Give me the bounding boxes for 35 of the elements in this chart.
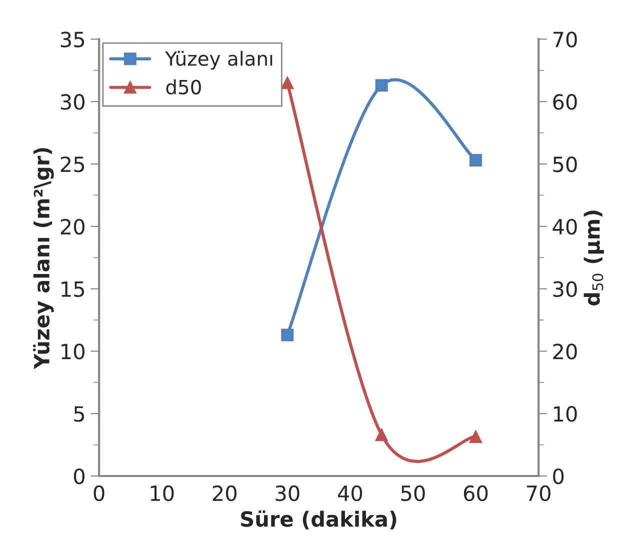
point (281, 76, 294, 90)
y2-tick-label: 10 (554, 406, 577, 422)
x-tick-label: 60 (464, 485, 488, 502)
y-tick-label: 25 (60, 156, 84, 172)
point (375, 79, 388, 92)
y-tick-label: 15 (62, 282, 84, 298)
point (281, 328, 294, 342)
legend-label: d50 (166, 79, 201, 94)
y2-tick-label: 20 (553, 344, 577, 360)
y2-tick-label: 60 (553, 94, 577, 110)
y-tick-label: 10 (62, 344, 84, 360)
x-axis-title: Süre (dakika) (241, 510, 396, 530)
point (469, 154, 482, 167)
y2-tick-label: 50 (553, 156, 577, 172)
x-tick-label: 10 (150, 485, 174, 502)
y-tick-label: 35 (60, 32, 84, 48)
x-tick-label: 70 (526, 485, 550, 502)
x-tick-label: 40 (338, 485, 362, 502)
y-tick-label: 0 (74, 468, 84, 484)
x-tick-label: 20 (212, 485, 236, 502)
y2-tick-label: 30 (553, 281, 577, 298)
point (469, 430, 482, 443)
x-tick-label: 50 (401, 485, 425, 502)
y2-axis-title: d$_{50}$ (µm) (584, 210, 604, 306)
y2-tick-label: 70 (553, 32, 577, 48)
x-tick-label: 30 (276, 485, 300, 502)
y-tick-label: 5 (74, 406, 84, 422)
x-tick-label: 0 (94, 485, 104, 502)
y-axis-title: Yüzey alanı (m²\gr) (33, 148, 54, 370)
y-tick-label: 30 (60, 94, 84, 110)
y-tick-label: 20 (60, 218, 84, 235)
legend-label: Yüzey alanı (165, 50, 272, 70)
point (375, 428, 388, 442)
y2-tick-label: 40 (552, 218, 577, 235)
y2-tick-label: 0 (553, 468, 564, 484)
